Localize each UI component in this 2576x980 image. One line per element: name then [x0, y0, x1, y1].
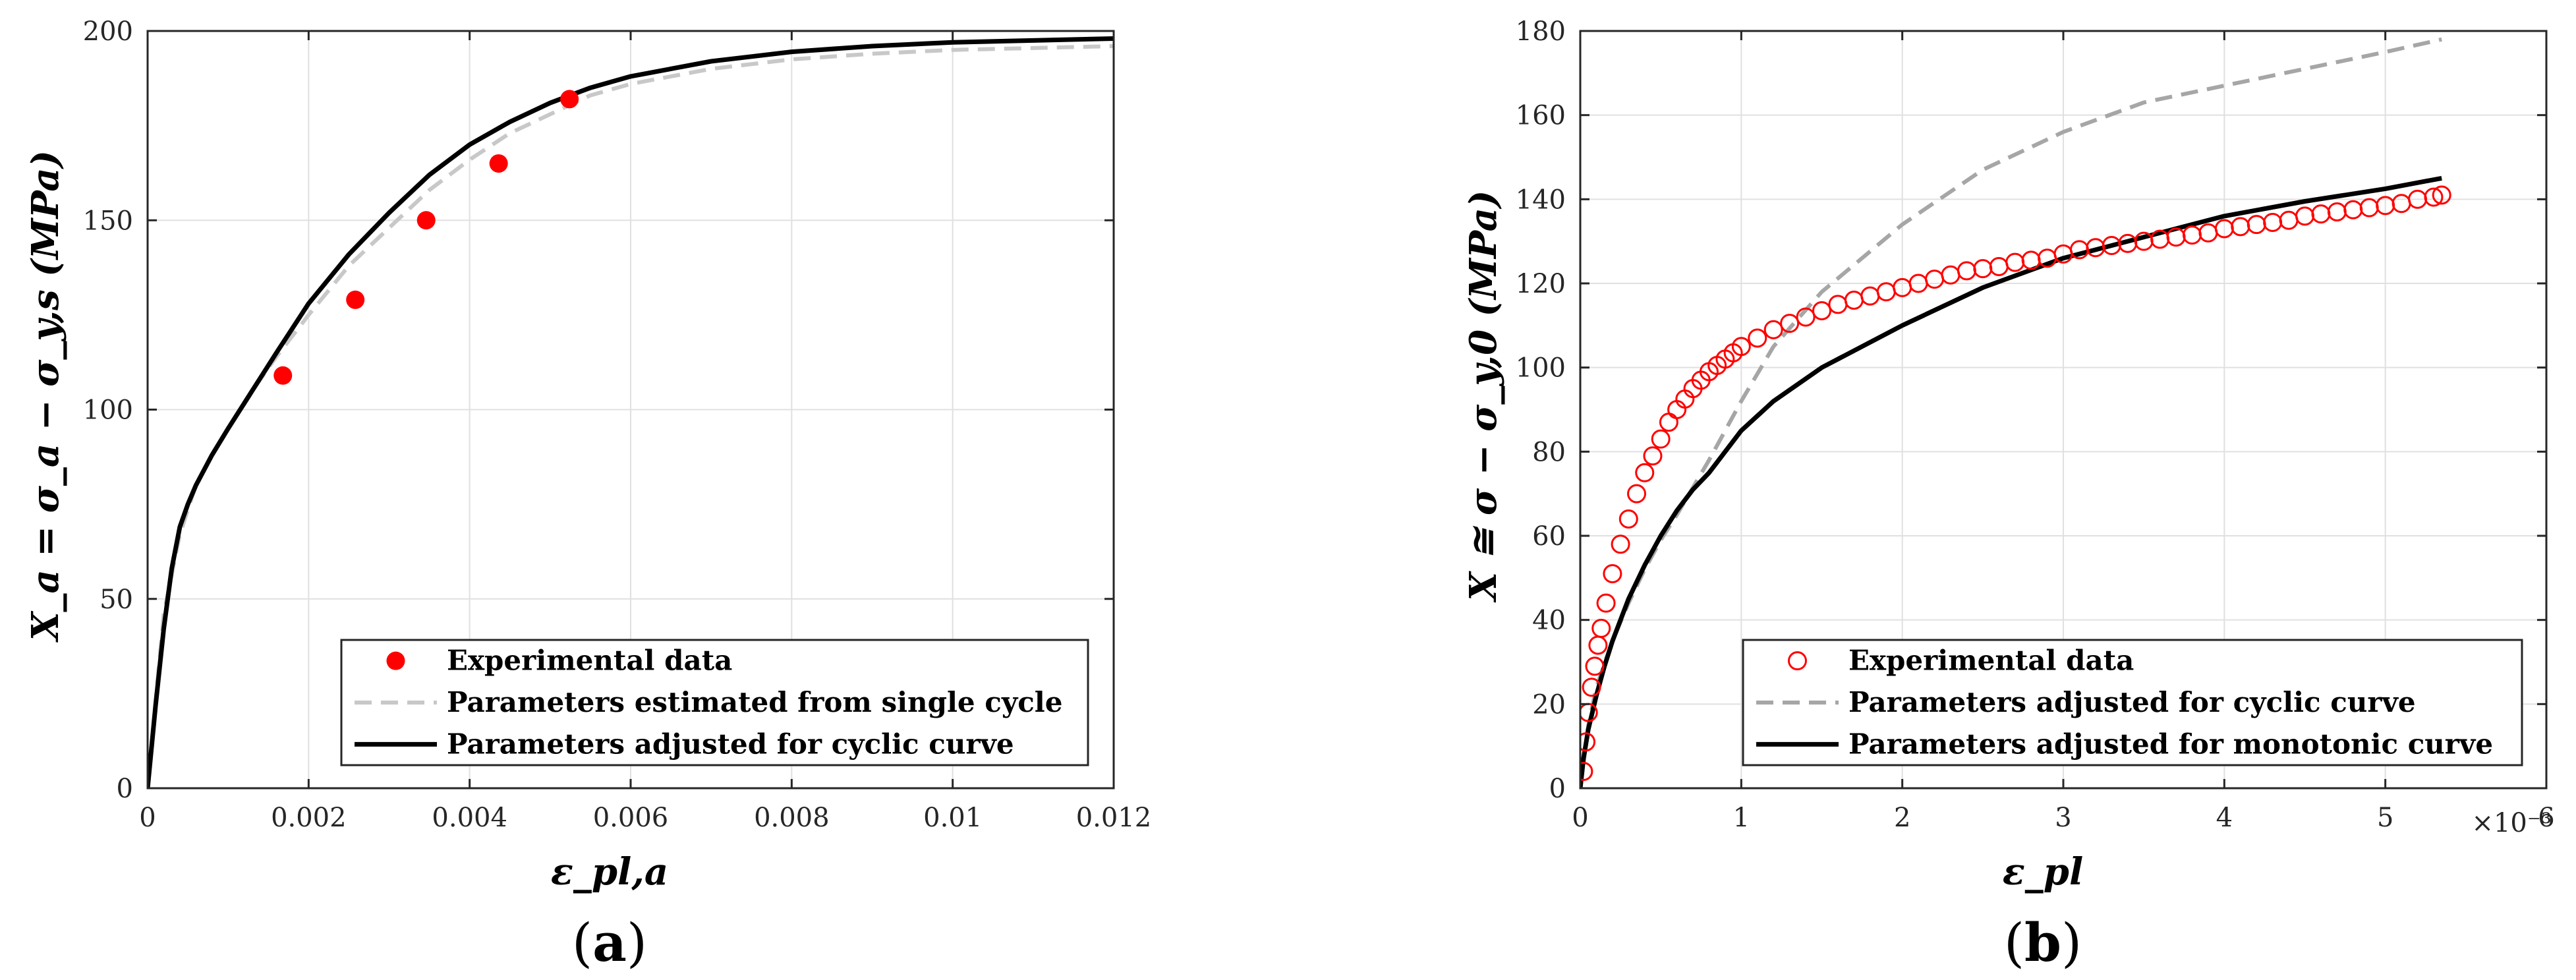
panel-b-letter: (b) [2004, 911, 2082, 973]
panel-b-series-0-point [1591, 618, 1611, 638]
panel-b-series-0-point [1763, 320, 1783, 339]
panel-b-series-0-point [1651, 429, 1671, 449]
panel-a-letter-text: a [592, 911, 627, 973]
panel-a-ytick-label: 0 [117, 774, 133, 804]
panel-a-series-0-point [346, 290, 365, 309]
panel-b: 0 1 2 3 4 5 6020406080100120140160180Experimen… [1516, 16, 2555, 833]
panel-a: 0 0.002 0.004 0.006 0.008 0.01 0.012 0 50 100 150 2… [83, 16, 1152, 833]
panel-a-ytick-label: 50 [100, 585, 133, 615]
panel-b-xlabel: ε_pl [2003, 850, 2083, 894]
panel-b-series-0-point [1731, 337, 1751, 357]
panel-a-series-0-point [560, 90, 579, 109]
panel-b-series-0-point [1796, 307, 1816, 327]
panel-a-ylabel: X_a = σ_a − σ_y,s (MPa) [24, 150, 67, 643]
panel-b-legend: Experimental data Parameters adjusted for… [1742, 639, 2523, 766]
panel-a-series-0-point [489, 154, 508, 173]
panel-b-ylabel: X ≅ σ − σ_y,0 (MPa) [1462, 190, 1505, 603]
panel-a-xtick-label: 0.002 [271, 803, 347, 833]
panel-b-legend-label-1: Parameters adjusted for cyclic curve [1848, 686, 2416, 718]
panel-b-ytick-label: 120 [1516, 269, 1566, 299]
panel-b-ytick-label: 180 [1516, 16, 1566, 47]
panel-b-ytick-label: 100 [1516, 353, 1566, 384]
panel-b-series-0-point [1603, 563, 1622, 583]
panel-b-ytick-label: 140 [1516, 185, 1566, 215]
panel-b-series-0-point [1585, 656, 1605, 676]
panel-b-series-0-point [1618, 509, 1638, 529]
panel-a-legend-box [340, 639, 1089, 766]
panel-b-legend-box [1742, 639, 2523, 766]
panel-b-ytick-label: 80 [1532, 437, 1566, 467]
panel-a-xtick-label: 0.006 [593, 803, 669, 833]
panel-b-series-0-point [1596, 593, 1616, 613]
panel-b-ytick-label: 0 [1549, 774, 1566, 804]
panel-b-series-0-point [1748, 328, 1767, 348]
panel-a-series-group [148, 36, 1114, 788]
panel-b-xtick-label: 2 [1894, 803, 1910, 833]
panel-a-ytick-label: 100 [83, 395, 133, 426]
panel-a-legend-label-1: Parameters estimated from single cycle [447, 686, 1062, 718]
panel-b-ytick-label: 20 [1532, 689, 1566, 720]
panel-a-legend: Experimental data Parameters estimated fr… [340, 639, 1089, 766]
panel-b-series-0-point [1580, 732, 1596, 752]
panel-a-xtick-label: 0.012 [1076, 803, 1152, 833]
panel-a-letter: (a) [572, 911, 647, 973]
panel-b-legend-label-2: Parameters adjusted for monotonic curve [1848, 728, 2493, 760]
panel-b-series-0-point [1812, 301, 1831, 320]
panel-b-xtick-label: 1 [1733, 803, 1750, 833]
panel-b-series-0-point [1580, 761, 1593, 781]
panel-b-xtick-label: 0 [1572, 803, 1588, 833]
panel-a-legend-marker-0 [386, 651, 405, 670]
panel-a-ytick-label: 200 [83, 16, 133, 47]
panel-a-xlabel: ε_pl,a [551, 850, 668, 894]
panel-b-series-0-point [2424, 187, 2444, 207]
panel-b-legend-label-0: Experimental data [1848, 645, 2134, 677]
panel-a-series-0-point [273, 366, 293, 385]
panel-b-xtick-label: 4 [2216, 803, 2233, 833]
panel-a-xtick-label: 0.004 [432, 803, 507, 833]
panel-b-ytick-label: 160 [1516, 101, 1566, 131]
panel-b-ytick-label: 40 [1532, 606, 1566, 636]
panel-b-xtick-label: 3 [2055, 803, 2071, 833]
panel-a-legend-label-2: Parameters adjusted for cyclic curve [447, 728, 1014, 760]
panel-a-series-0-point [416, 211, 436, 230]
panel-b-legend-marker-0 [1788, 651, 1807, 671]
panel-b-series-0-point [1780, 314, 1800, 333]
panel-a-ytick-label: 150 [83, 206, 133, 236]
panel-b-series-0-point [1627, 484, 1647, 504]
panel-b-series-0-point [1635, 463, 1655, 482]
panel-b-series-group [1580, 37, 2451, 788]
panel-b-series-0-point [1611, 534, 1630, 554]
panel-b-ytick-label: 60 [1532, 521, 1566, 552]
panel-b-series-0-point [1582, 677, 1601, 697]
panel-b-series-0-point [1643, 446, 1663, 466]
panel-a-xtick-label: 0.01 [923, 803, 982, 833]
panel-b-xtick-label: 5 [2377, 803, 2393, 833]
panel-a-series-2-line [148, 36, 1114, 788]
panel-b-x-multiplier: ×10⁻³ [2471, 808, 2552, 838]
panel-b-xtick-label: 6 [2538, 803, 2554, 833]
panel-a-legend-label-0: Experimental data [447, 645, 732, 677]
panel-a-xtick-label: 0 [139, 803, 156, 833]
panel-b-series-0-point [2432, 185, 2451, 205]
panel-b-letter-text: b [2024, 911, 2061, 973]
panel-a-xtick-label: 0.008 [754, 803, 830, 833]
